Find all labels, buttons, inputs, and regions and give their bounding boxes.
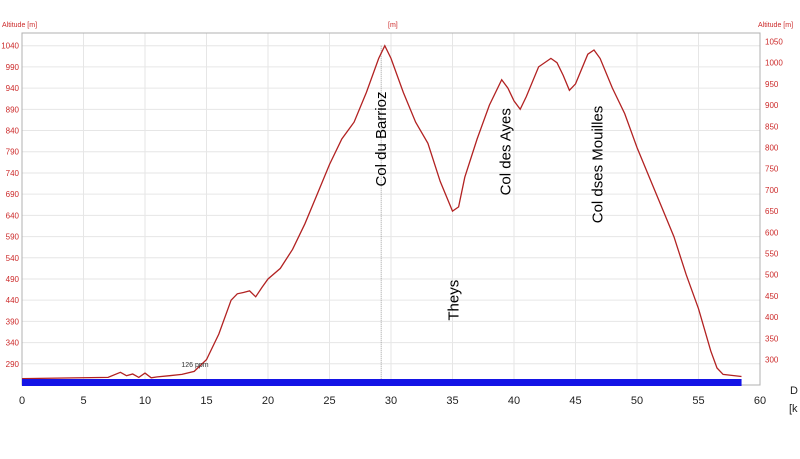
x-axis-unit: [k bbox=[789, 403, 798, 415]
x-tick-label: 20 bbox=[262, 395, 274, 407]
marker-label: 126 ppm bbox=[181, 362, 208, 369]
left-tick-label: 390 bbox=[6, 317, 20, 326]
x-tick-label: 60 bbox=[754, 395, 766, 407]
right-tick-label: 750 bbox=[765, 165, 779, 174]
left-tick-label: 990 bbox=[6, 63, 20, 72]
left-tick-label: 540 bbox=[6, 254, 20, 263]
x-tick-label: 35 bbox=[446, 395, 458, 407]
x-tick-label: 55 bbox=[692, 395, 704, 407]
x-tick-label: 25 bbox=[323, 395, 335, 407]
right-tick-label: 950 bbox=[765, 80, 779, 89]
left-axis-title: Altitude [m] bbox=[2, 22, 37, 29]
left-tick-label: 840 bbox=[6, 127, 20, 136]
x-tick-label: 30 bbox=[385, 395, 397, 407]
x-tick-label: 5 bbox=[80, 395, 86, 407]
right-tick-label: 400 bbox=[765, 313, 779, 322]
right-tick-label: 850 bbox=[765, 122, 779, 131]
baseline-bar bbox=[22, 379, 742, 386]
left-tick-label: 940 bbox=[6, 84, 20, 93]
right-tick-label: 1050 bbox=[765, 37, 783, 46]
bottom-axis-ticks: 0 5 10 15 20 25 30 35 40 45 50 55 60 bbox=[19, 395, 766, 407]
right-tick-label: 500 bbox=[765, 271, 779, 280]
elevation-profile-line bbox=[21, 44, 742, 380]
right-tick-label: 350 bbox=[765, 334, 779, 343]
right-tick-label: 800 bbox=[765, 144, 779, 153]
x-tick-label: 10 bbox=[139, 395, 151, 407]
right-tick-label: 450 bbox=[765, 292, 779, 301]
peak-annotation-label: Col du Barrioz bbox=[373, 92, 390, 187]
left-tick-label: 790 bbox=[6, 148, 20, 157]
left-tick-label: 590 bbox=[6, 233, 20, 242]
left-tick-label: 440 bbox=[6, 296, 20, 305]
right-tick-label: 600 bbox=[765, 228, 779, 237]
left-tick-label: 740 bbox=[6, 169, 20, 178]
x-tick-label: 50 bbox=[631, 395, 643, 407]
x-tick-label: 15 bbox=[200, 395, 212, 407]
right-tick-label: 700 bbox=[765, 186, 779, 195]
left-tick-label: 890 bbox=[6, 105, 20, 114]
left-tick-label: 640 bbox=[6, 211, 20, 220]
left-tick-label: 1040 bbox=[1, 42, 19, 51]
right-tick-label: 300 bbox=[765, 356, 779, 365]
peak-annotation-label: Col des Ayes bbox=[497, 108, 514, 195]
right-tick-label: 900 bbox=[765, 101, 779, 110]
left-tick-label: 340 bbox=[6, 339, 20, 348]
x-axis-title: D bbox=[790, 385, 798, 397]
right-axis-title: Altitude [m] bbox=[758, 22, 793, 29]
right-tick-label: 550 bbox=[765, 250, 779, 259]
left-axis-ticks: 290 340 390 440 490 540 590 640 690 740 790 840 890 9… bbox=[1, 42, 19, 369]
right-tick-label: 1000 bbox=[765, 59, 783, 68]
grid-lines bbox=[22, 33, 760, 385]
left-tick-label: 490 bbox=[6, 275, 20, 284]
x-tick-label: 45 bbox=[569, 395, 581, 407]
center-axis-title: [m] bbox=[388, 22, 398, 29]
peak-annotations: Col du Barrioz Col des Ayes Col dses Mouil… bbox=[373, 92, 606, 321]
peak-annotation-label: Theys bbox=[446, 280, 463, 321]
x-tick-label: 40 bbox=[508, 395, 520, 407]
x-tick-label: 0 bbox=[19, 395, 25, 407]
left-tick-label: 290 bbox=[6, 360, 20, 369]
right-tick-label: 650 bbox=[765, 207, 779, 216]
right-axis-ticks: 300 350 400 450 500 550 600 650 700 750 800 850 900 9… bbox=[765, 37, 783, 364]
peak-annotation-label: Col dses Mouilles bbox=[590, 106, 607, 224]
left-tick-label: 690 bbox=[6, 190, 20, 199]
